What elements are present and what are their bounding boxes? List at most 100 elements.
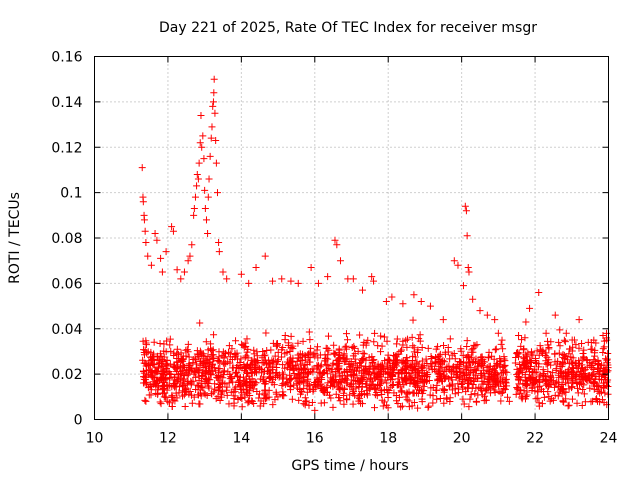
data-point xyxy=(294,354,302,362)
data-point xyxy=(171,363,179,371)
data-point xyxy=(489,383,497,391)
data-point xyxy=(300,361,308,369)
data-point xyxy=(411,353,419,361)
data-point xyxy=(424,403,432,411)
data-point xyxy=(297,365,305,373)
data-point xyxy=(263,367,271,375)
data-point xyxy=(265,393,273,401)
data-point xyxy=(208,123,216,131)
data-point xyxy=(590,369,598,377)
data-point xyxy=(464,263,472,271)
data-point xyxy=(279,344,287,352)
data-point xyxy=(408,360,416,368)
data-point xyxy=(461,202,469,210)
data-point xyxy=(156,359,164,367)
data-point xyxy=(260,359,268,367)
data-point xyxy=(462,362,470,370)
data-point xyxy=(333,379,341,387)
data-point xyxy=(348,376,356,384)
data-point xyxy=(267,373,275,381)
data-point xyxy=(327,374,335,382)
data-point xyxy=(544,368,552,376)
data-point xyxy=(544,337,552,345)
data-point xyxy=(505,397,513,405)
data-point xyxy=(454,389,462,397)
data-point xyxy=(278,275,286,283)
data-point xyxy=(383,363,391,371)
data-point xyxy=(237,355,245,363)
data-point xyxy=(604,382,612,390)
data-point xyxy=(601,355,609,363)
data-point xyxy=(289,361,297,369)
data-point xyxy=(561,338,569,346)
data-point xyxy=(160,376,168,384)
data-point xyxy=(170,349,178,357)
data-point xyxy=(595,383,603,391)
data-point xyxy=(468,353,476,361)
data-point xyxy=(479,362,487,370)
data-point xyxy=(202,368,210,376)
data-point xyxy=(218,387,226,395)
data-point xyxy=(267,346,275,354)
data-point xyxy=(406,379,414,387)
data-point xyxy=(149,371,157,379)
data-point xyxy=(314,382,322,390)
data-point xyxy=(331,236,339,244)
data-point xyxy=(574,389,582,397)
data-point xyxy=(434,369,442,377)
data-point xyxy=(287,343,295,351)
data-point xyxy=(156,340,164,348)
data-point xyxy=(393,340,401,348)
data-point xyxy=(259,347,267,355)
data-point xyxy=(320,388,328,396)
data-point xyxy=(350,342,358,350)
data-point xyxy=(485,383,493,391)
x-axis-label: GPS time / hours xyxy=(291,458,408,474)
data-point xyxy=(598,376,606,384)
data-point xyxy=(419,389,427,397)
data-point xyxy=(435,352,443,360)
data-point xyxy=(314,279,322,287)
data-point xyxy=(199,384,207,392)
data-point xyxy=(538,400,546,408)
data-point xyxy=(294,279,302,287)
data-point xyxy=(418,357,426,365)
data-point xyxy=(248,397,256,405)
data-point xyxy=(142,341,150,349)
data-point xyxy=(451,390,459,398)
data-point xyxy=(190,211,198,219)
data-point xyxy=(546,376,554,384)
data-point xyxy=(330,349,338,357)
data-point xyxy=(286,376,294,384)
data-point xyxy=(497,397,505,405)
data-point xyxy=(166,341,174,349)
data-point xyxy=(399,300,407,308)
data-point xyxy=(160,370,168,378)
data-point xyxy=(554,392,562,400)
data-point xyxy=(359,349,367,357)
data-point xyxy=(142,380,150,388)
data-point xyxy=(349,275,357,283)
data-point xyxy=(151,379,159,387)
data-point xyxy=(403,343,411,351)
data-point xyxy=(523,391,531,399)
data-point xyxy=(324,273,332,281)
data-point xyxy=(344,372,352,380)
data-point xyxy=(287,277,295,285)
data-point xyxy=(225,400,233,408)
data-point xyxy=(522,380,530,388)
data-point xyxy=(526,304,534,312)
data-point xyxy=(463,337,471,345)
data-point xyxy=(160,347,168,355)
data-point xyxy=(470,378,478,386)
data-point xyxy=(478,391,486,399)
data-point xyxy=(423,369,431,377)
data-point xyxy=(142,239,150,247)
data-point xyxy=(174,370,182,378)
data-point xyxy=(599,332,607,340)
data-point xyxy=(332,371,340,379)
data-point xyxy=(599,348,607,356)
data-point xyxy=(534,383,542,391)
data-point xyxy=(378,396,386,404)
data-point xyxy=(562,379,570,387)
